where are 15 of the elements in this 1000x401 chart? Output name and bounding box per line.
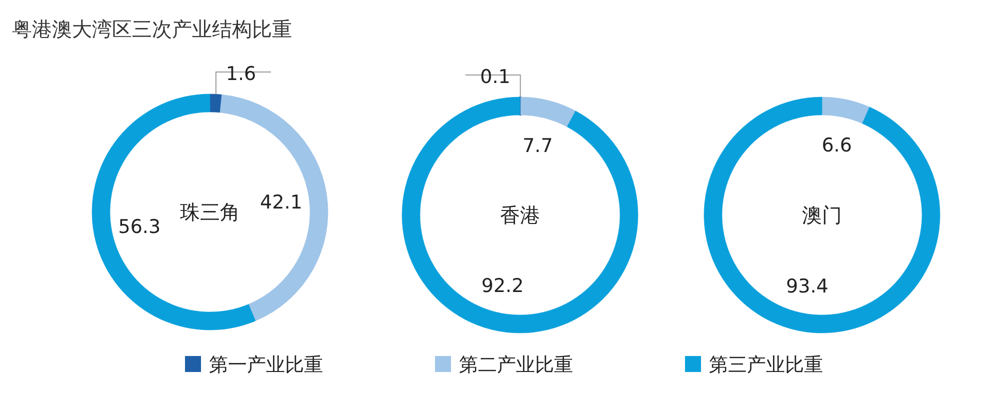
data-label: 6.6: [822, 134, 852, 157]
data-label: 42.1: [260, 191, 302, 214]
chart-title: 粤港澳大湾区三次产业结构比重: [12, 17, 292, 41]
data-label: 7.7: [522, 135, 553, 158]
legend-label: 第三产业比重: [709, 354, 823, 376]
text: 澳门: [802, 203, 842, 227]
data-label: 56.3: [118, 216, 161, 238]
data-label: 92.2: [481, 274, 524, 297]
text: 珠三角: [180, 200, 240, 224]
data-label: 0.1: [480, 66, 510, 88]
data-label: 93.4: [786, 275, 828, 298]
data-label: 1.6: [226, 63, 256, 85]
legend-label: 第一产业比重: [209, 354, 323, 376]
text: 香港: [500, 203, 540, 227]
legend-label: 第二产业比重: [459, 354, 573, 376]
